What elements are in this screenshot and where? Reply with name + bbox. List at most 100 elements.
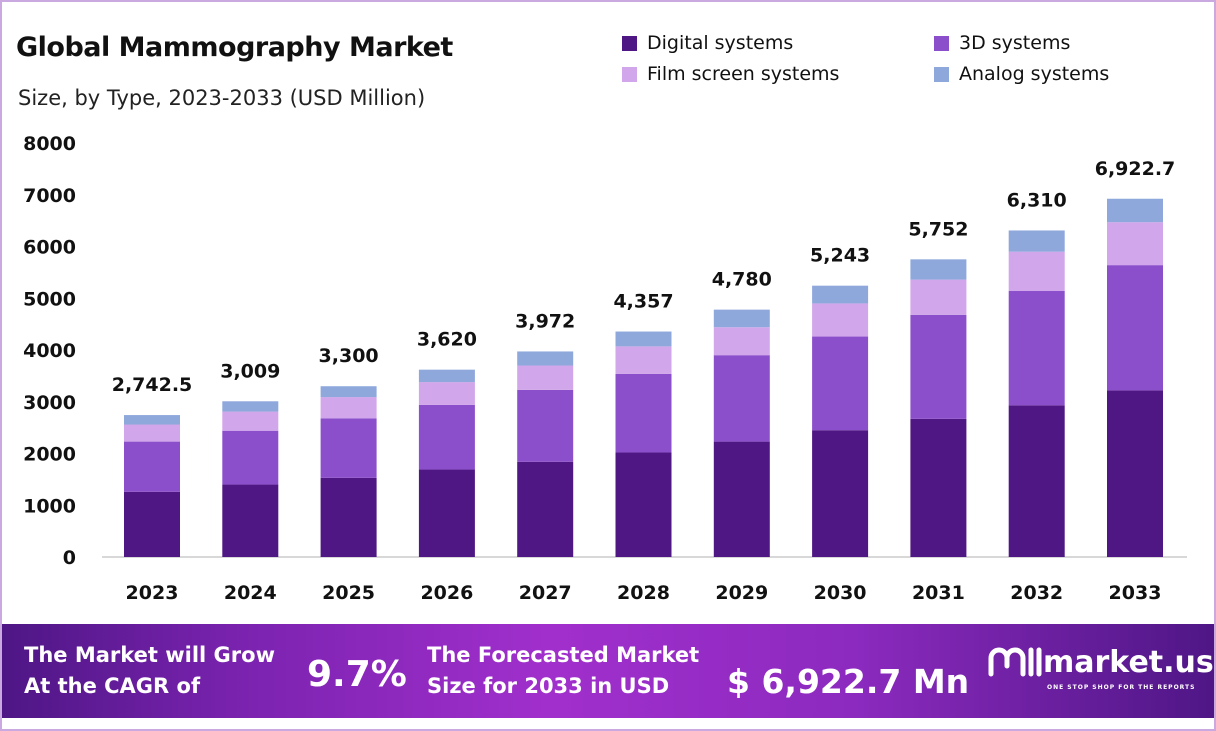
bar-segment-film-screen-systems xyxy=(1107,222,1163,266)
y-tick-label: 4000 xyxy=(23,340,76,362)
chart-subtitle: Size, by Type, 2023-2033 (USD Million) xyxy=(18,86,426,110)
legend-item-3d: 3D systems xyxy=(934,32,1070,54)
legend-swatch xyxy=(622,66,637,82)
bar-segment-digital-systems xyxy=(517,461,574,557)
legend-swatch xyxy=(934,35,949,51)
x-tick-label: 2033 xyxy=(1109,582,1162,604)
x-tick-label: 2030 xyxy=(814,582,867,604)
bar-segment-digital-systems xyxy=(615,452,672,557)
bar-segment-3d-systems xyxy=(222,430,279,485)
bar-segment-film-screen-systems xyxy=(222,411,279,431)
brand-logo: market.us ONE STOP SHOP FOR THE REPORTS xyxy=(987,644,1214,691)
bar-segment-3d-systems xyxy=(418,404,475,470)
legend-label: Film screen systems xyxy=(647,63,840,85)
bar-segment-digital-systems xyxy=(812,430,869,557)
forecast-label-line1: The Forecasted Market xyxy=(427,643,700,667)
bar-segment-3d-systems xyxy=(910,314,967,419)
legend-label: 3D systems xyxy=(959,32,1071,54)
legend-item-analog: Analog systems xyxy=(934,63,1109,85)
bar-segment-3d-systems xyxy=(713,355,770,442)
y-tick-label: 3000 xyxy=(23,392,76,414)
bar-segment-analog-systems xyxy=(517,351,574,366)
x-tick-label: 2031 xyxy=(912,582,965,604)
total-data-label: 3,972 xyxy=(515,310,575,332)
bar-segment-film-screen-systems xyxy=(812,303,869,337)
x-tick-label: 2032 xyxy=(1010,582,1063,604)
y-tick-label: 0 xyxy=(63,547,76,569)
bar-segment-3d-systems xyxy=(615,373,672,453)
total-data-label: 5,752 xyxy=(908,218,968,240)
bar-segment-analog-systems xyxy=(1107,198,1163,223)
cagr-label-line2: At the CAGR of xyxy=(24,674,201,698)
forecast-value: $ 6,922.7 Mn xyxy=(727,662,970,701)
bar-segment-digital-systems xyxy=(222,484,279,557)
bar-segment-analog-systems xyxy=(418,369,475,383)
total-data-label: 6,922.7 xyxy=(1095,158,1176,180)
stacked-bar-chart: 0 1000 2000 3000 4000 5000 6000 7000 8000 2,742.5… xyxy=(23,133,1187,604)
bar-segment-digital-systems xyxy=(910,418,967,557)
total-data-label: 6,310 xyxy=(1007,189,1067,211)
bar-segment-3d-systems xyxy=(1107,265,1163,391)
x-tick-label: 2028 xyxy=(617,582,670,604)
total-data-label: 3,300 xyxy=(319,345,379,367)
bar-segment-analog-systems xyxy=(222,401,279,412)
market-us-logo-icon xyxy=(988,647,1042,677)
chart-title: Global Mammography Market xyxy=(16,32,453,63)
bar-segment-digital-systems xyxy=(124,491,180,557)
bar-segment-3d-systems xyxy=(124,441,180,492)
bar-segment-analog-systems xyxy=(615,331,672,347)
cagr-value: 9.7% xyxy=(307,654,407,695)
x-tick-label: 2026 xyxy=(420,582,473,604)
y-tick-label: 6000 xyxy=(23,237,76,259)
y-tick-label: 7000 xyxy=(23,185,76,207)
x-tick-label: 2027 xyxy=(519,582,572,604)
y-tick-label: 5000 xyxy=(23,288,76,310)
bar-segment-analog-systems xyxy=(1008,230,1065,252)
total-data-label: 4,780 xyxy=(712,269,772,291)
bar-segment-3d-systems xyxy=(1008,291,1065,406)
y-tick-label: 1000 xyxy=(23,495,76,517)
total-data-label: 3,009 xyxy=(220,360,280,382)
total-data-label: 2,742.5 xyxy=(112,374,193,396)
bar-segment-3d-systems xyxy=(517,389,574,462)
summary-banner: The Market will Grow At the CAGR of 9.7%… xyxy=(2,624,1214,718)
brand-tagline: ONE STOP SHOP FOR THE REPORTS xyxy=(1047,684,1196,691)
bar-segment-film-screen-systems xyxy=(910,279,967,315)
bar-segment-film-screen-systems xyxy=(713,327,770,356)
bar-segment-film-screen-systems xyxy=(517,365,574,390)
bar-segment-analog-systems xyxy=(320,386,377,398)
bar-segment-film-screen-systems xyxy=(615,346,672,374)
bar-segment-analog-systems xyxy=(124,415,180,425)
bar-segment-film-screen-systems xyxy=(1008,251,1065,292)
bar-segment-analog-systems xyxy=(713,309,770,328)
legend-swatch xyxy=(934,66,949,82)
bar-segment-analog-systems xyxy=(812,285,869,304)
bar-segment-3d-systems xyxy=(320,418,377,478)
x-tick-label: 2025 xyxy=(322,582,375,604)
brand-name: market.us xyxy=(1043,644,1214,680)
y-tick-label: 8000 xyxy=(23,133,76,155)
x-tick-label: 2023 xyxy=(126,582,179,604)
total-data-label: 3,620 xyxy=(417,329,477,351)
y-tick-label: 2000 xyxy=(23,444,76,466)
bar-segment-digital-systems xyxy=(713,441,770,557)
bar-segment-3d-systems xyxy=(812,336,869,431)
legend-swatch xyxy=(622,35,637,51)
legend-item-digital: Digital systems xyxy=(622,32,793,54)
bar-segment-analog-systems xyxy=(910,259,967,280)
bar-segment-film-screen-systems xyxy=(124,424,180,442)
bar-segment-film-screen-systems xyxy=(320,397,377,419)
legend-item-film: Film screen systems xyxy=(622,63,839,85)
bar-segment-digital-systems xyxy=(320,477,377,557)
bar-segment-digital-systems xyxy=(1107,390,1163,557)
x-tick-label: 2029 xyxy=(715,582,768,604)
legend-label: Analog systems xyxy=(959,63,1110,85)
legend-label: Digital systems xyxy=(647,32,794,54)
total-data-label: 5,243 xyxy=(810,245,870,267)
cagr-label-line1: The Market will Grow xyxy=(24,643,275,667)
bar-segment-film-screen-systems xyxy=(418,382,475,405)
x-tick-label: 2024 xyxy=(224,582,277,604)
bar-segment-digital-systems xyxy=(418,469,475,557)
bar-segment-digital-systems xyxy=(1008,405,1065,557)
